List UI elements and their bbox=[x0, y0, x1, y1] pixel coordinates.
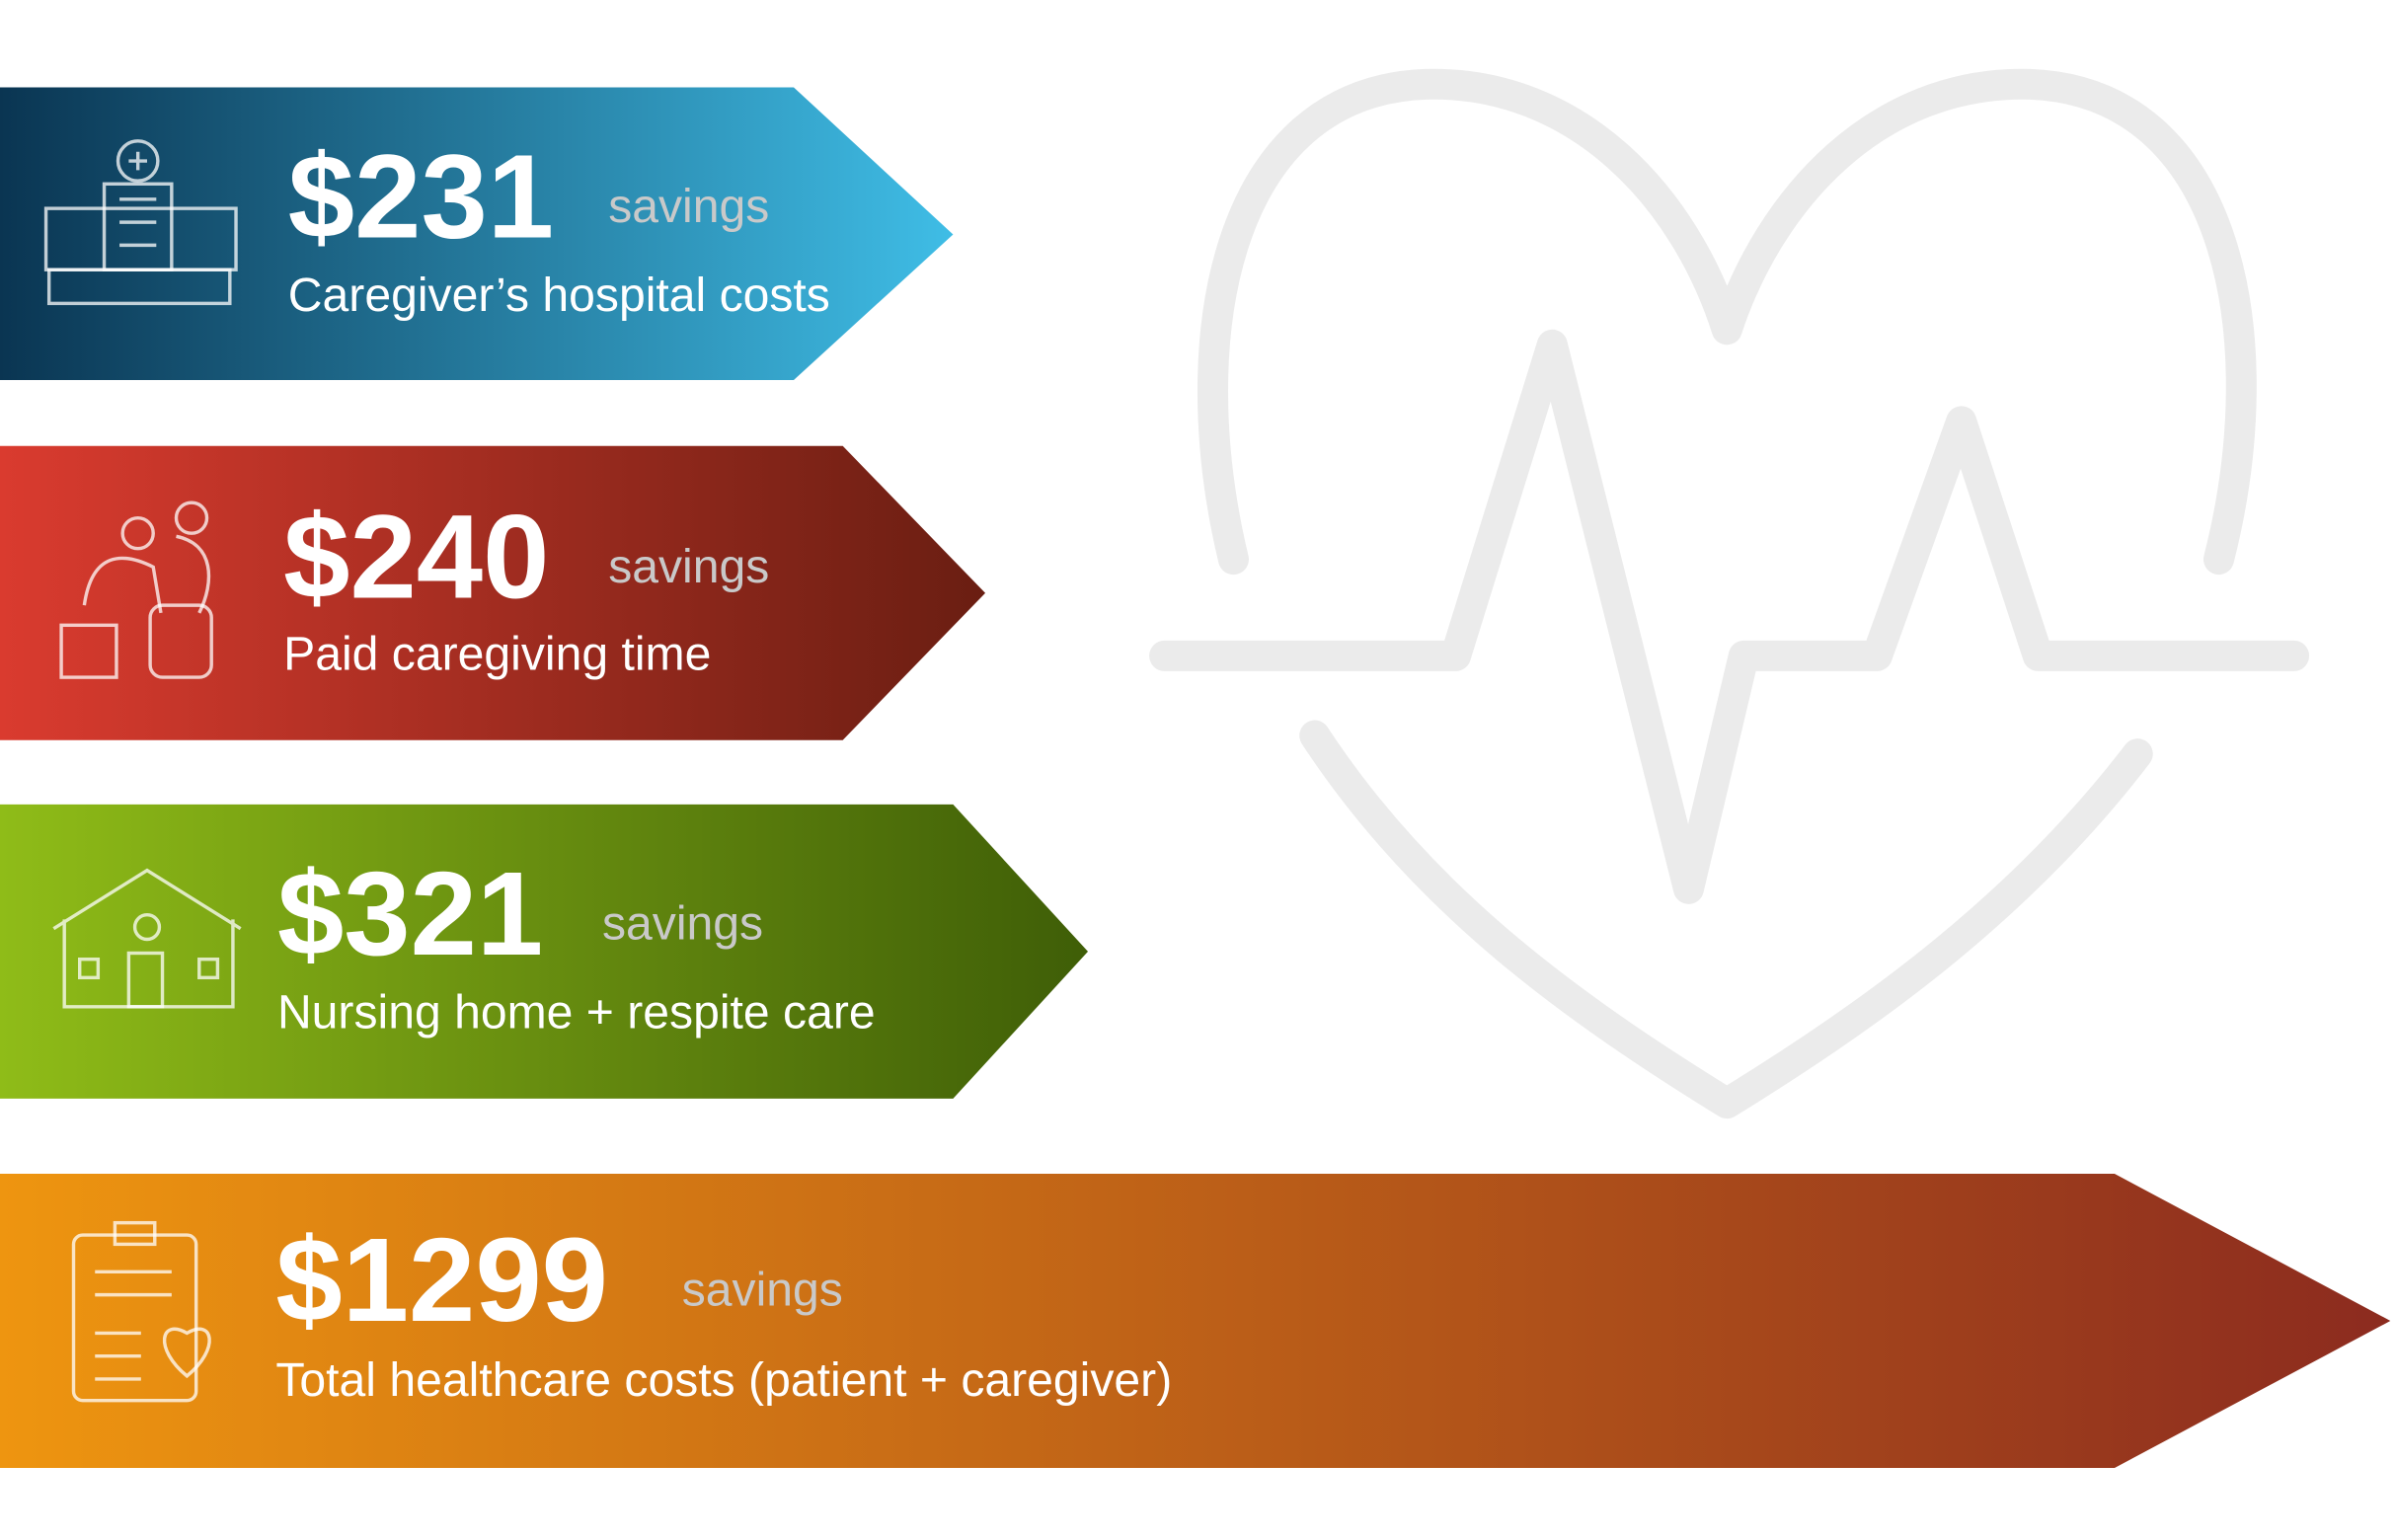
arrow-banner bbox=[0, 87, 954, 380]
savings-label: Nursing home + respite care bbox=[277, 986, 876, 1040]
savings-unit: savings bbox=[608, 180, 769, 233]
savings-unit: savings bbox=[682, 1263, 843, 1316]
arrow-banner bbox=[0, 445, 986, 740]
caregiver-icon bbox=[59, 500, 213, 679]
savings-amount: $240 bbox=[283, 489, 549, 623]
savings-unit: savings bbox=[608, 540, 769, 593]
savings-label: Paid caregiving time bbox=[283, 627, 711, 680]
arrow-banner bbox=[0, 804, 1089, 1099]
savings-label: Caregiver’s hospital costs bbox=[288, 269, 830, 322]
heart-graphic bbox=[1149, 68, 2310, 1119]
savings-amount: $1299 bbox=[275, 1212, 608, 1347]
savings-unit: savings bbox=[602, 897, 763, 951]
clipboard-icon bbox=[71, 1220, 211, 1403]
savings-label: Total healthcare costs (patient + caregi… bbox=[275, 1353, 1172, 1407]
house-icon bbox=[52, 868, 242, 1009]
savings-amount: $231 bbox=[288, 129, 554, 264]
arrow-banner bbox=[0, 1173, 2391, 1469]
hospital-icon bbox=[43, 139, 238, 306]
savings-amount: $321 bbox=[277, 846, 543, 980]
arrow-banners bbox=[0, 87, 2391, 1469]
text-layer: $231 savings Caregiver’s hospital costs $24… bbox=[275, 129, 1172, 1407]
